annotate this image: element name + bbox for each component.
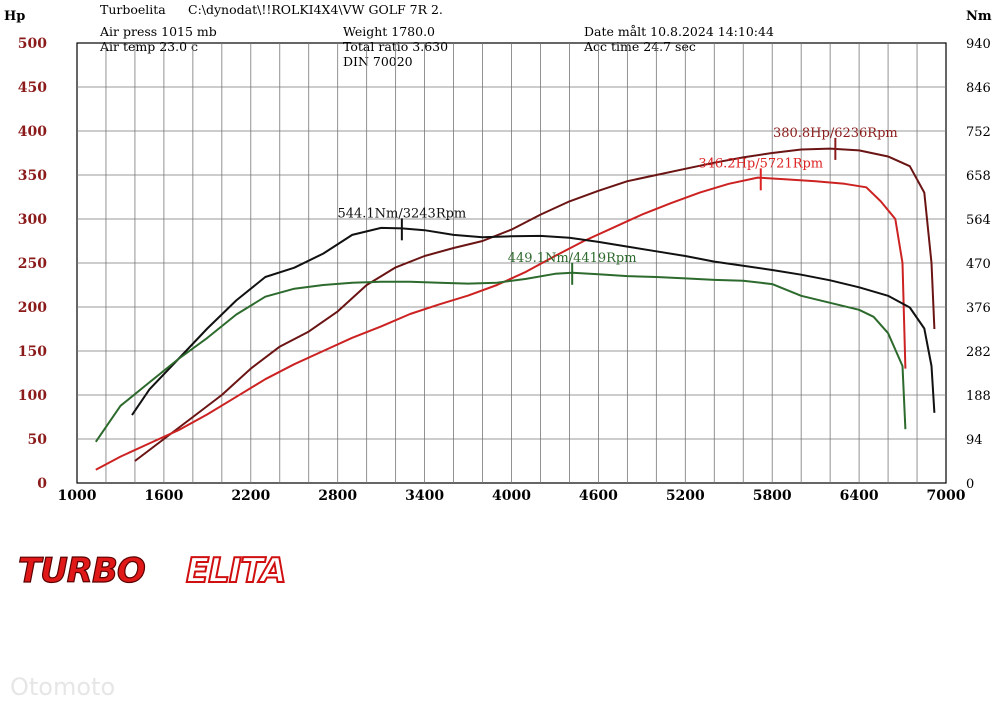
y-tick-right: 0 <box>966 477 974 492</box>
y-tick-right: 470 <box>966 257 991 272</box>
acc-time: Acc time 24.7 sec <box>583 39 696 54</box>
y-tick-left: 200 <box>18 300 47 316</box>
logo-part2: ELITA <box>186 551 285 591</box>
watermark: Otomoto <box>10 673 115 701</box>
y-tick-left: 50 <box>28 432 48 448</box>
date: Date målt 10.8.2024 14:10:44 <box>584 24 774 39</box>
air-temp: Air temp 23.0 c <box>99 39 198 54</box>
y-tick-right: 752 <box>966 125 991 140</box>
peak-label-1: 380.8Hp/6236Rpm <box>773 126 898 141</box>
right-axis-ticks: 0 94 188 282 376 470 564 658 752 846 940 <box>966 37 991 492</box>
series-line-1 <box>134 147 936 462</box>
y-tick-left: 500 <box>18 36 47 52</box>
y-tick-right: 376 <box>966 301 991 316</box>
x-tick-label: 1600 <box>144 488 183 504</box>
series-line-4 <box>94 271 907 443</box>
right-axis-title: Nm <box>966 9 992 24</box>
y-tick-left: 150 <box>18 344 47 360</box>
series-line-2 <box>95 176 907 471</box>
y-tick-right: 940 <box>966 37 991 52</box>
x-tick-label: 6400 <box>840 488 879 504</box>
y-tick-right: 282 <box>966 345 991 360</box>
x-tick-label: 4600 <box>579 488 618 504</box>
y-tick-left: 0 <box>37 476 47 492</box>
y-tick-right: 658 <box>966 169 991 184</box>
y-tick-left: 450 <box>18 80 47 96</box>
series-line-3 <box>131 226 936 416</box>
y-tick-right: 564 <box>966 213 991 228</box>
x-tick-label: 7000 <box>927 488 966 504</box>
turboelita-logo: TURBO ELITA <box>17 550 287 592</box>
y-tick-left: 400 <box>18 124 47 140</box>
series-group <box>94 147 936 471</box>
y-tick-right: 846 <box>966 81 991 96</box>
y-tick-right: 94 <box>966 433 983 448</box>
file-path: C:\dynodat\!!ROLKI4X4\VW GOLF 7R 2. <box>188 2 443 17</box>
x-tick-label: 2200 <box>231 488 270 504</box>
peak-labels: 380.8Hp/6236Rpm 346.2Hp/5721Rpm 544.1Nm/32… <box>337 126 898 285</box>
x-tick-label: 4000 <box>492 488 531 504</box>
x-axis-ticks: 1000 1600 2200 2800 3400 4000 4600 5200 5800 6400… <box>58 488 966 504</box>
app-name: Turboelita <box>100 2 166 17</box>
x-tick-label: 2800 <box>318 488 357 504</box>
x-tick-label: 5800 <box>753 488 792 504</box>
x-tick-label: 3400 <box>405 488 444 504</box>
logo-part1: TURBO <box>18 551 145 591</box>
y-tick-right: 188 <box>966 389 991 404</box>
y-tick-left: 350 <box>18 168 47 184</box>
din: DIN 70020 <box>343 54 413 69</box>
left-axis-title: Hp <box>4 9 25 24</box>
air-press: Air press 1015 mb <box>99 24 217 39</box>
x-tick-label: 5200 <box>666 488 705 504</box>
weight: Weight 1780.0 <box>343 24 435 39</box>
y-tick-left: 250 <box>18 256 47 272</box>
x-tick-label: 1000 <box>58 488 97 504</box>
peak-label-2: 346.2Hp/5721Rpm <box>698 156 823 171</box>
y-tick-left: 300 <box>18 212 47 228</box>
y-tick-left: 100 <box>18 388 47 404</box>
peak-label-3: 544.1Nm/3243Rpm <box>337 206 466 221</box>
left-axis-ticks: 0 50 100 150 200 250 300 350 400 450 500 <box>18 36 47 492</box>
peak-label-4: 449.1Nm/4419Rpm <box>508 251 637 266</box>
